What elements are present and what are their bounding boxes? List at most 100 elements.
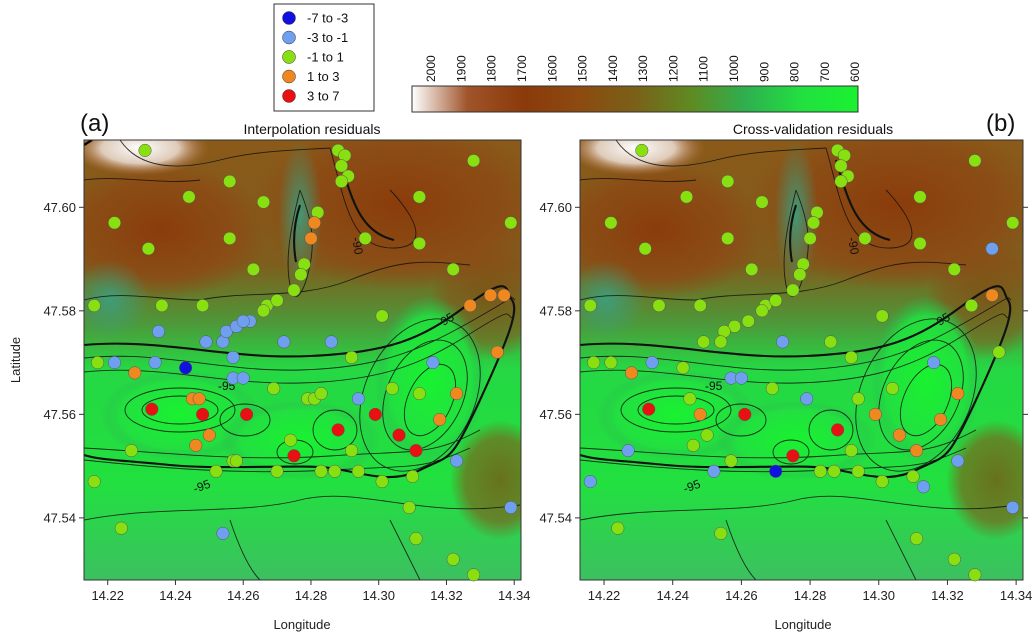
colorbar-tick-label: 1400 bbox=[606, 55, 620, 82]
station-point bbox=[277, 335, 291, 349]
station-point bbox=[693, 407, 707, 421]
station-point bbox=[304, 231, 318, 245]
legend-marker bbox=[282, 11, 296, 25]
y-tick-label: 47.56 bbox=[539, 407, 572, 422]
station-point bbox=[951, 454, 965, 468]
station-point bbox=[803, 231, 817, 245]
station-point bbox=[858, 231, 872, 245]
panel-b-title: Cross-validation residuals bbox=[733, 121, 893, 137]
station-point bbox=[700, 428, 714, 442]
x-tick-label: 14.30 bbox=[362, 588, 395, 603]
panel-a-letter: (a) bbox=[80, 110, 109, 137]
station-point bbox=[270, 464, 284, 478]
station-point bbox=[611, 521, 625, 535]
legend-label: -7 to -3 bbox=[307, 11, 348, 26]
station-point bbox=[412, 236, 426, 251]
colorbar-tick-label: 1800 bbox=[485, 55, 499, 82]
legend-marker bbox=[282, 50, 296, 64]
station-point bbox=[409, 444, 423, 458]
panel-a-title: Interpolation residuals bbox=[244, 121, 381, 137]
station-point bbox=[128, 366, 142, 380]
station-point bbox=[947, 262, 961, 276]
station-point bbox=[1006, 216, 1020, 230]
station-point bbox=[968, 568, 982, 582]
station-point bbox=[985, 242, 999, 256]
panel-a-points bbox=[87, 143, 518, 582]
station-point bbox=[885, 381, 900, 396]
x-tick-label: 14.28 bbox=[295, 588, 328, 603]
station-point bbox=[844, 350, 858, 364]
station-point bbox=[87, 299, 101, 313]
station-point bbox=[196, 407, 210, 421]
legend-label: -1 to 1 bbox=[307, 50, 344, 65]
panel-b-frame bbox=[579, 139, 1024, 581]
y-tick-label: 47.54 bbox=[43, 510, 76, 525]
station-point bbox=[236, 371, 250, 385]
station-point bbox=[707, 464, 721, 478]
x-tick-label: 14.34 bbox=[1000, 588, 1033, 603]
colorbar-tick-label: 1700 bbox=[515, 55, 529, 82]
x-tick-label: 14.28 bbox=[794, 588, 827, 603]
station-point bbox=[124, 444, 138, 458]
contour-label: -90 bbox=[845, 236, 862, 256]
station-point bbox=[913, 236, 927, 251]
station-point bbox=[676, 361, 690, 375]
station-point bbox=[328, 464, 342, 478]
station-point bbox=[385, 381, 399, 396]
station-point bbox=[179, 361, 193, 375]
station-point bbox=[813, 464, 827, 478]
station-point bbox=[621, 444, 635, 458]
colorbar-tick-label: 1600 bbox=[545, 55, 559, 82]
station-point bbox=[583, 299, 597, 313]
y-tick-label: 47.60 bbox=[539, 200, 572, 215]
station-point bbox=[409, 532, 423, 546]
station-point bbox=[652, 299, 666, 313]
panel-a-map bbox=[84, 140, 521, 580]
panel-a-xlabel: Longitude bbox=[273, 617, 330, 632]
station-point bbox=[686, 438, 700, 452]
legend-label: 3 to 7 bbox=[307, 89, 340, 104]
station-point bbox=[844, 444, 858, 458]
station-point bbox=[1006, 500, 1020, 515]
colorbar-tick-label: 1000 bbox=[727, 55, 741, 82]
station-point bbox=[351, 464, 365, 478]
station-point bbox=[951, 387, 965, 401]
station-point bbox=[738, 407, 752, 421]
colorbar-tick-label: 2000 bbox=[424, 55, 438, 82]
panel-b-xlabel: Longitude bbox=[774, 617, 831, 632]
colorbar-tick-label: 600 bbox=[848, 62, 862, 82]
station-point bbox=[240, 407, 254, 421]
station-point bbox=[345, 444, 359, 458]
x-tick-label: 14.24 bbox=[159, 588, 192, 603]
station-point bbox=[334, 174, 349, 188]
legend-marker bbox=[282, 89, 296, 103]
colorbar-tick-label: 800 bbox=[788, 62, 802, 82]
station-point bbox=[697, 335, 711, 349]
station-point bbox=[351, 392, 365, 406]
station-point bbox=[107, 356, 122, 370]
station-point bbox=[638, 242, 652, 256]
station-point bbox=[604, 216, 618, 230]
station-point bbox=[202, 428, 216, 442]
station-point bbox=[209, 464, 223, 478]
colorbar-tick-label: 700 bbox=[818, 62, 832, 82]
station-point bbox=[913, 190, 927, 204]
station-point bbox=[287, 449, 301, 463]
station-point bbox=[406, 469, 420, 484]
station-point bbox=[256, 195, 271, 209]
station-point bbox=[490, 345, 504, 359]
station-point bbox=[324, 335, 338, 349]
station-point bbox=[467, 154, 481, 168]
x-tick-label: 14.34 bbox=[498, 588, 531, 603]
station-point bbox=[91, 356, 105, 370]
station-point bbox=[851, 392, 865, 406]
station-point bbox=[721, 174, 735, 188]
station-point bbox=[934, 412, 948, 427]
station-point bbox=[906, 469, 920, 484]
station-point bbox=[909, 532, 924, 546]
station-point bbox=[229, 454, 243, 468]
station-point bbox=[786, 283, 800, 297]
station-point bbox=[793, 268, 807, 282]
station-point bbox=[635, 143, 649, 157]
station-point bbox=[755, 304, 769, 318]
